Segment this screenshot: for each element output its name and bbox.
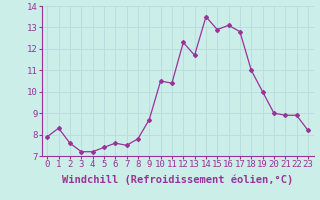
X-axis label: Windchill (Refroidissement éolien,°C): Windchill (Refroidissement éolien,°C) (62, 175, 293, 185)
